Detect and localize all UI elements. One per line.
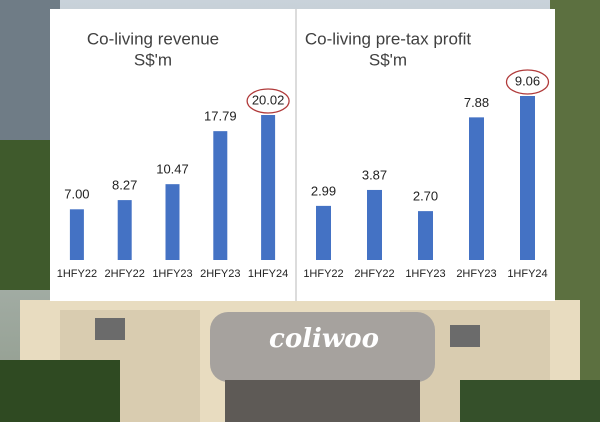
highlight-circle — [246, 88, 290, 114]
value-label: 3.87 — [362, 167, 387, 182]
bar — [261, 115, 276, 260]
x-tick-label: 1HFY23 — [152, 268, 192, 280]
value-label: 8.27 — [112, 178, 137, 193]
highlight-circle — [505, 69, 550, 95]
bar — [165, 184, 180, 260]
bar — [316, 205, 331, 260]
x-tick-label: 1HFY22 — [303, 268, 343, 280]
bar — [117, 200, 132, 260]
bar — [418, 211, 433, 260]
bar — [367, 189, 382, 260]
value-label: 7.88 — [464, 95, 489, 110]
x-tick-label: 2HFY22 — [354, 268, 394, 280]
value-label: 17.79 — [204, 109, 237, 124]
bar — [469, 117, 484, 260]
x-tick-label: 1HFY24 — [248, 268, 288, 280]
sign-text: coliwoo — [269, 324, 379, 354]
x-tick-label: 2HFY22 — [105, 268, 145, 280]
value-label: 10.47 — [156, 162, 189, 177]
x-tick-label: 2HFY23 — [456, 268, 496, 280]
chart-title: Co-living revenue — [87, 29, 219, 48]
chart-subtitle: S$'m — [369, 50, 407, 69]
bar — [520, 96, 535, 260]
chart-subtitle: S$'m — [134, 50, 172, 69]
bar — [213, 131, 228, 260]
x-tick-label: 1HFY24 — [507, 268, 547, 280]
chart-title: Co-living pre-tax profit — [305, 29, 472, 48]
value-label: 2.70 — [413, 189, 438, 204]
x-tick-label: 1HFY22 — [57, 268, 97, 280]
value-label: 20.02 — [252, 92, 285, 107]
x-tick-label: 1HFY23 — [405, 268, 445, 280]
value-label: 7.00 — [64, 187, 89, 202]
bar — [69, 209, 84, 260]
x-tick-label: 2HFY23 — [200, 268, 240, 280]
value-label: 9.06 — [515, 73, 540, 88]
value-label: 2.99 — [311, 183, 336, 198]
